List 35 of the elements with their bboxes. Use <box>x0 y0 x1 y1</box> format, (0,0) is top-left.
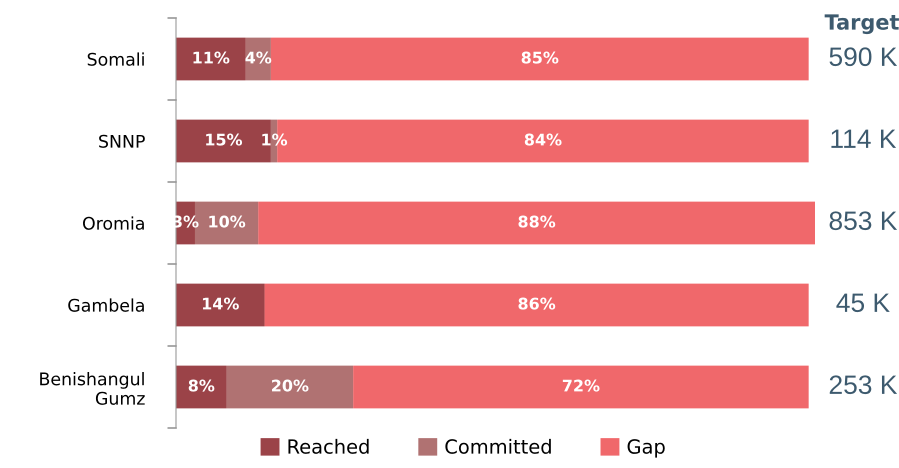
bar <box>176 366 227 408</box>
data-label: 84% <box>524 134 562 146</box>
y-tick-label: SNNP <box>99 134 145 148</box>
bar <box>258 202 815 244</box>
data-label: 14% <box>202 298 239 310</box>
data-label: 86% <box>518 298 556 310</box>
y-tick-label: Benishangul Gumz <box>40 372 145 405</box>
text: 45 K <box>836 294 890 312</box>
text: Target <box>824 14 899 34</box>
legend-label: Gap <box>628 439 665 458</box>
bar <box>270 38 809 80</box>
bar <box>264 284 809 326</box>
data-label: 4% <box>245 52 272 64</box>
y-tick-label: Oromia <box>83 216 144 230</box>
legend-label: Reached <box>288 438 369 454</box>
bar <box>226 366 354 408</box>
data-label: 85% <box>522 52 558 64</box>
data-label: 11% <box>193 52 230 64</box>
text: 114 K <box>831 130 896 148</box>
data-label: 88% <box>518 216 556 228</box>
bar <box>353 366 809 408</box>
bar <box>176 284 265 326</box>
data-label: 10% <box>209 216 246 228</box>
text: 590 K <box>830 47 898 66</box>
y-tick-label: Gambela <box>68 298 144 312</box>
data-label: 72% <box>562 380 600 392</box>
bar <box>176 38 246 80</box>
data-label: 1% <box>262 134 288 146</box>
y-tick-label: Somali <box>88 52 144 66</box>
text: 853 K <box>830 211 898 230</box>
data-label: 15% <box>206 134 242 146</box>
data-label: 20% <box>272 380 308 392</box>
data-label: 8% <box>188 380 214 392</box>
text: 253 K <box>830 375 898 394</box>
legend-label: Committed <box>445 438 551 454</box>
